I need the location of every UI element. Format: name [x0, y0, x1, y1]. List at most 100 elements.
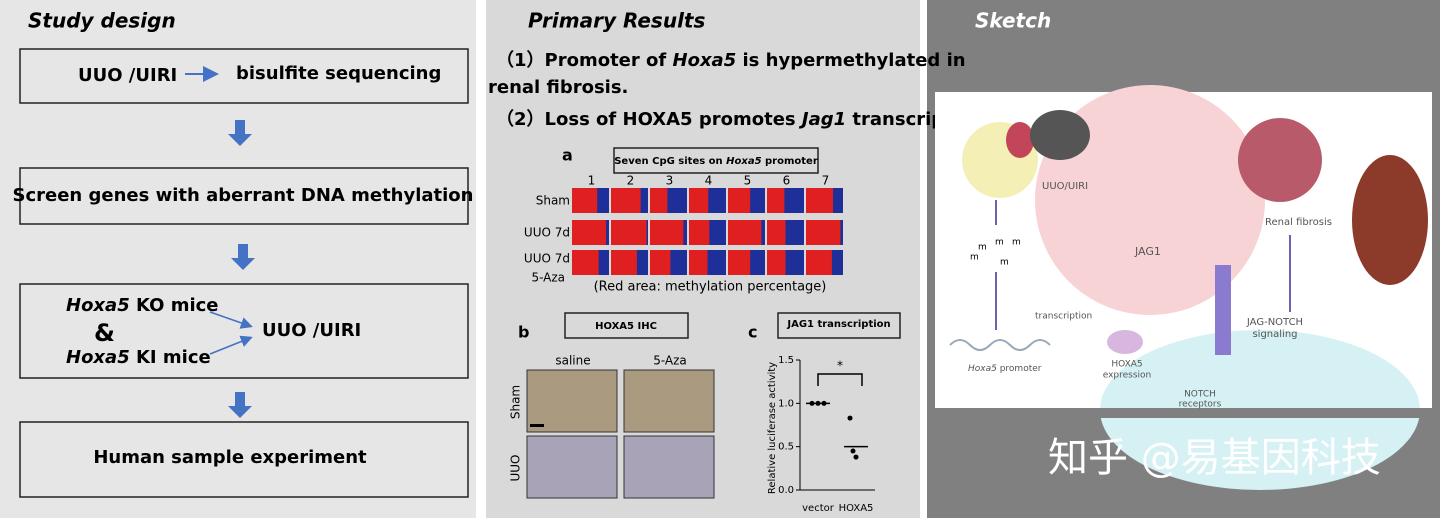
row-label: UUO 7d — [524, 252, 570, 266]
y-tick-label: 0.0 — [778, 485, 794, 496]
panel-label: b — [518, 323, 529, 342]
title: Primary Results — [528, 9, 705, 33]
label: expression — [1103, 371, 1152, 381]
methylated — [611, 220, 647, 245]
box — [564, 312, 689, 339]
box — [19, 283, 469, 379]
methylated — [611, 250, 637, 275]
text: UUO /UIRI — [78, 65, 177, 86]
receptor — [1215, 265, 1231, 355]
methylated — [572, 220, 607, 245]
row-label: 5-Aza — [531, 271, 565, 285]
row-label: Sham — [536, 194, 570, 208]
shape — [935, 408, 1432, 418]
column-label: saline — [555, 354, 590, 368]
methylated — [806, 250, 832, 275]
methylated — [611, 188, 641, 213]
box — [19, 48, 469, 104]
text: & — [94, 319, 115, 347]
arrow — [228, 120, 252, 146]
text: Hoxa5 KI mice — [66, 347, 211, 368]
text: Human sample experiment — [93, 447, 367, 468]
label: m — [1000, 258, 1009, 268]
box — [777, 312, 901, 339]
site-label: 7 — [822, 174, 830, 188]
text: （2）Loss of HOXA5 promotes Jag1 transcrip… — [496, 109, 991, 130]
y-tick-label: 0.5 — [778, 442, 794, 453]
label: UUO/UIRI — [1042, 181, 1088, 192]
methylated — [650, 220, 684, 245]
site-label: 5 — [744, 174, 752, 188]
methylated — [728, 220, 762, 245]
label: m — [978, 243, 987, 253]
methylated — [767, 250, 786, 275]
x-tick-label: vector — [802, 503, 835, 514]
arrow — [231, 244, 255, 270]
label: JAG1 — [1134, 245, 1161, 258]
label: HOXA5 — [1111, 360, 1142, 370]
note: (Red area: methylation percentage) — [594, 280, 827, 295]
dna — [949, 339, 1051, 351]
shape — [1006, 122, 1034, 158]
text: （1）Promoter of Hoxa5 is hypermethylated … — [496, 50, 966, 71]
protein — [1107, 330, 1143, 354]
arrow — [209, 311, 253, 329]
row-label: UUO — [509, 454, 523, 481]
y-tick-label: 1.0 — [778, 398, 794, 409]
point — [847, 415, 853, 421]
box — [19, 167, 469, 225]
text: UUO /UIRI — [262, 320, 361, 341]
panel-label: a — [562, 146, 573, 165]
ihc-image — [526, 369, 618, 433]
methylated — [806, 220, 841, 245]
column-label: 5-Aza — [653, 354, 687, 368]
scale-bar — [530, 424, 544, 427]
tissue — [1238, 118, 1322, 202]
site-label: 6 — [783, 174, 791, 188]
methylated — [572, 250, 599, 275]
title: Sketch — [975, 9, 1051, 33]
arrow — [228, 392, 252, 418]
y-axis-label: Relative luciferase activity — [767, 362, 778, 494]
ihc-image — [526, 435, 618, 499]
methylated — [767, 220, 786, 245]
y-tick-label: 1.5 — [778, 355, 794, 366]
watermark: 知乎 @易基因科技 — [1048, 435, 1381, 481]
bracket — [817, 373, 863, 386]
point — [850, 448, 856, 454]
point — [853, 454, 859, 460]
text: Seven CpG sites on Hoxa5 promoter — [614, 156, 818, 167]
shape — [1035, 85, 1265, 315]
methylated — [650, 250, 671, 275]
ihc-image — [623, 369, 715, 433]
panel-label: c — [748, 323, 757, 342]
site-label: 3 — [666, 174, 674, 188]
title: Study design — [28, 9, 176, 33]
row-label: Sham — [509, 385, 523, 419]
label: signaling — [1252, 329, 1297, 340]
box — [19, 421, 469, 498]
x-tick-label: HOXA5 — [839, 503, 874, 514]
text: JAG1 transcription — [786, 319, 890, 330]
methylated — [650, 188, 668, 213]
methylated — [689, 250, 708, 275]
kidney — [1352, 155, 1428, 285]
text: Screen genes with aberrant DNA methylati… — [12, 185, 473, 206]
label: transcription — [1035, 312, 1092, 322]
text: renal fibrosis. — [488, 77, 628, 98]
label: JAG-NOTCH — [1246, 317, 1303, 328]
mouse — [1030, 110, 1090, 160]
label: receptors — [1179, 400, 1222, 410]
methylated — [572, 188, 598, 213]
arrow — [209, 335, 253, 355]
text: HOXA5 IHC — [595, 321, 657, 332]
significance: * — [837, 359, 843, 373]
site-label: 2 — [627, 174, 635, 188]
site-label: 1 — [588, 174, 596, 188]
methylated — [806, 188, 834, 213]
label: Hoxa5 promoter — [968, 364, 1042, 374]
row-label: UUO 7d — [524, 226, 570, 240]
methylated — [689, 220, 710, 245]
methylated — [728, 188, 751, 213]
